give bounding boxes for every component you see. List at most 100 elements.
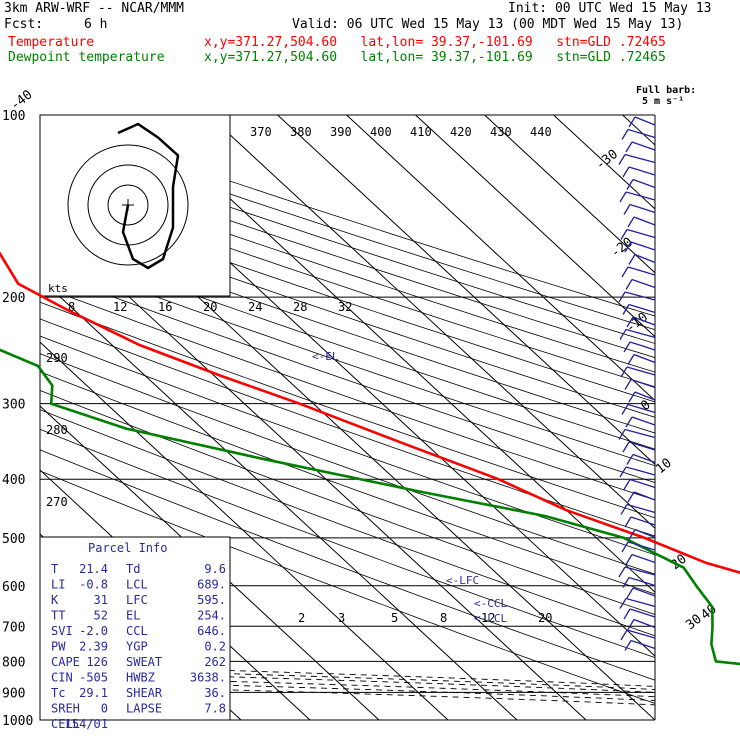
wind-barb [624,566,656,576]
wind-barb [628,166,656,176]
parcel-param-value: 9.6 [204,562,226,576]
model-title: 3km ARW-WRF -- NCAR/MMM [4,2,184,16]
parcel-param-value: 689. [197,578,226,592]
wind-barb-flag [618,429,626,440]
wind-barb [633,216,656,226]
dry-adiabat [40,389,655,616]
mixing-ratio-label: 3 [338,611,345,625]
dewpoint-location: x,y=371.27,504.60 lat,lon= 39.37,-101.69… [204,51,666,65]
wind-barb [628,303,656,314]
isotherm-line [40,341,449,720]
wind-barb-flag [626,179,634,190]
hodograph-units: kts [48,282,68,295]
isotherm-label: 10 [653,456,675,477]
wind-barb [634,253,656,264]
wind-barb-flag [621,404,629,415]
wind-barb-flag [628,391,636,403]
pressure-tick-label: 700 [2,620,25,635]
init-time: Init: 00 UTC Wed 15 May 13 [508,2,712,16]
parcel-param-value: 21.4 [79,562,108,576]
wind-barb-flag [623,341,631,353]
wind-barb [633,618,656,629]
dry-adiabat [40,428,655,659]
theta-label: 270 [46,495,68,509]
hodograph-speed-label: 8 [68,300,75,314]
isotherm-line [622,115,655,146]
wind-barb-flag [626,316,634,328]
dry-adiabat [40,209,655,418]
theta-label: 430 [490,125,512,139]
parcel-param-value: 0 [101,702,108,716]
wind-barb [630,378,656,389]
wind-barb [632,587,656,597]
forecast-hour: 6 h [84,18,107,32]
wind-barb [631,553,656,564]
hodograph-speed-label: 12 [113,300,127,314]
wind-barb [626,503,656,514]
level-annotation: <-CCL [474,597,507,610]
parcel-param-value: 254. [197,609,226,623]
wind-barb-flag [619,598,627,609]
wind-barb-flag [628,529,636,540]
parcel-param-value: -0.8 [79,578,108,592]
wind-barb-flag [625,141,633,153]
legend-dewpoint: Dewpoint temperature [8,51,165,65]
wind-barb [627,128,656,139]
dry-adiabat [40,154,655,359]
hodograph-trace [117,122,180,270]
isotherm-line [40,277,518,720]
parcel-param-name: LAPSE [126,702,162,716]
mixing-ratio-label: 5 [391,611,398,625]
mixing-ratio-label: 2 [298,611,305,625]
parcel-info-frame [39,536,231,721]
parcel-param-name: CCL [126,624,148,638]
dry-adiabat [40,301,655,519]
hodograph-speed-label: 28 [293,300,307,314]
wind-barb [632,178,656,189]
parcel-param-value: 126 [86,655,108,669]
hodograph-speed-label: 24 [248,300,262,314]
parcel-param-name: TT [51,609,65,623]
parcel-param-name: HWBZ [126,671,155,685]
wind-barb [634,391,656,401]
wind-barb [634,116,656,126]
isotherm-line [139,115,655,593]
wind-barb [630,241,656,251]
wind-barb-flag [622,304,630,315]
wind-barb-flag [622,441,630,453]
wind-barb-flag [621,541,629,553]
theta-label: 400 [370,125,392,139]
hodograph-ring [67,144,189,266]
mixing-ratio-line [717,586,740,720]
wind-barb-flag [623,204,631,215]
mixing-ratio-label: 12 [481,611,495,625]
level-annotation: <-LFC [446,574,479,587]
wind-barb-flag [618,566,626,578]
wind-barb-flag [620,366,628,378]
parcel-param-value: 29.1 [79,686,108,700]
hodograph-speed-label: 16 [158,300,172,314]
parcel-param-name: CAPE [51,655,80,669]
parcel-param-name: CELL [51,717,80,731]
parcel-param-value: -2.0 [79,624,108,638]
wind-barb [628,441,656,451]
wind-barb-flag [628,254,636,265]
dewpoint-profile [0,348,740,666]
parcel-info-title: Parcel Info [88,541,167,555]
parcel-param-name: CIN [51,671,73,685]
forecast-label: Fcst: [4,18,43,32]
legend-temperature: Temperature [8,36,94,50]
dry-adiabat [40,167,655,373]
mixing-ratio-label: 20 [538,611,552,625]
pressure-tick-label: 300 [2,398,25,413]
pressure-tick-label: 200 [2,291,25,306]
wind-barb [625,191,656,201]
dry-adiabat [40,409,655,637]
isotherm-label: -30 [593,147,621,173]
parcel-param-value: 2.39 [79,640,108,654]
parcel-param-name: Td [126,562,140,576]
theta-label: 420 [450,125,472,139]
theta-label: 280 [46,423,68,437]
wind-barb [633,491,656,501]
